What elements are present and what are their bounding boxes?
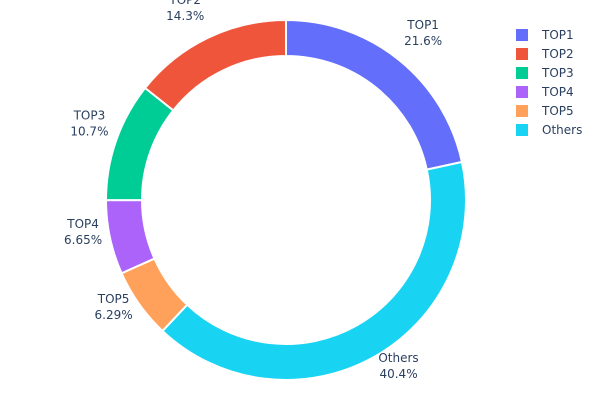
- slice-label-name: TOP3: [73, 109, 106, 123]
- legend-label: TOP3: [541, 66, 574, 80]
- slice-label-value: 6.29%: [95, 308, 133, 322]
- slice-label-name: TOP1: [406, 18, 439, 32]
- slice-label-top5: TOP5 6.29%: [95, 292, 133, 322]
- slice-label-top2: TOP2 14.3%: [166, 0, 204, 23]
- slice-label-top1: TOP1 21.6%: [404, 18, 442, 48]
- slice-label-value: 14.3%: [166, 9, 204, 23]
- slice-top4[interactable]: [104, 199, 156, 275]
- slice-labels: TOP1 21.6%Others 40.4%TOP5 6.29%TOP4 6.65%TO…: [64, 0, 442, 381]
- slice-label-value: 40.4%: [379, 367, 417, 381]
- legend-item-top2[interactable]: TOP2: [516, 47, 574, 61]
- legend-item-others[interactable]: Others: [516, 123, 582, 137]
- slice-label-value: 10.7%: [70, 125, 108, 139]
- legend-item-top3[interactable]: TOP3: [516, 66, 574, 80]
- slice-label-name: TOP5: [97, 292, 130, 306]
- slice-label-name: TOP2: [168, 0, 201, 7]
- slice-label-top3: TOP3 10.7%: [70, 109, 108, 139]
- slice-label-name: TOP4: [66, 217, 99, 231]
- legend-swatch: [516, 105, 528, 117]
- legend-label: TOP1: [541, 28, 574, 42]
- slice-top3[interactable]: [104, 86, 175, 202]
- slice-label-value: 21.6%: [404, 34, 442, 48]
- legend-label: TOP5: [541, 104, 574, 118]
- legend-label: TOP2: [541, 47, 574, 61]
- legend-item-top1[interactable]: TOP1: [516, 28, 574, 42]
- legend-item-top4[interactable]: TOP4: [516, 85, 574, 99]
- slice-label-value: 6.65%: [64, 233, 102, 247]
- legend[interactable]: TOP1 TOP2 TOP3 TOP4 TOP5 Others: [516, 28, 582, 137]
- legend-label: Others: [542, 123, 582, 137]
- legend-label: TOP4: [541, 85, 574, 99]
- legend-swatch: [516, 86, 528, 98]
- slice-label-name: Others: [378, 351, 418, 365]
- legend-swatch: [516, 124, 528, 136]
- legend-item-top5[interactable]: TOP5: [516, 104, 574, 118]
- slice-label-others: Others 40.4%: [378, 351, 418, 381]
- legend-swatch: [516, 67, 528, 79]
- legend-swatch: [516, 48, 528, 60]
- legend-swatch: [516, 29, 528, 41]
- slices: [104, 18, 467, 381]
- slice-top2[interactable]: [143, 18, 287, 112]
- slice-label-top4: TOP4 6.65%: [64, 217, 102, 247]
- slice-others[interactable]: [161, 160, 467, 381]
